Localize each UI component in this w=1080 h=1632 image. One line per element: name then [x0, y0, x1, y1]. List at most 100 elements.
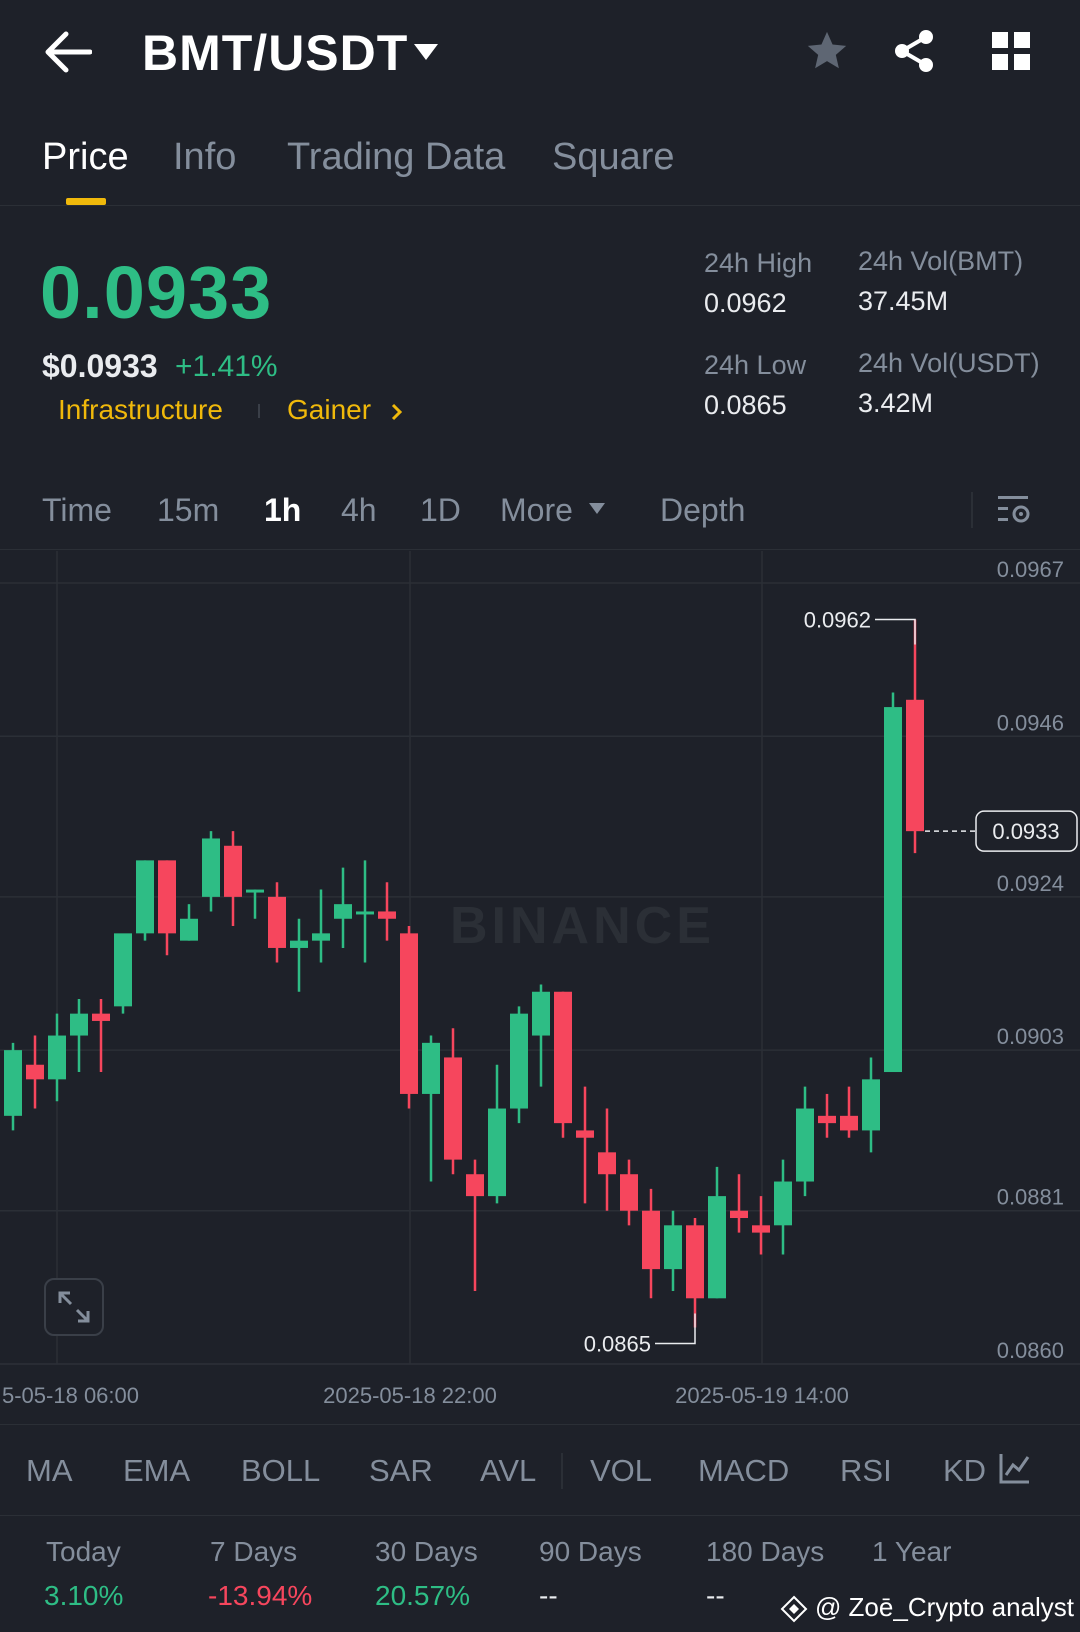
ind-ema[interactable]: EMA: [123, 1453, 191, 1488]
candle: [4, 1042, 22, 1131]
candle: [48, 1013, 66, 1102]
candle: [774, 1159, 792, 1255]
tf-4h[interactable]: 4h: [341, 492, 377, 528]
candle: [488, 1064, 506, 1204]
candlestick-chart[interactable]: BINANCE 0.09670.09460.09240.09030.08810.…: [0, 551, 1080, 1423]
current-price-label: 0.0933: [992, 819, 1059, 844]
y-tick-label: 0.0946: [997, 710, 1064, 735]
candle-body: [620, 1174, 638, 1211]
price-markers: 0.0962 0.0865 0.0933: [584, 607, 1078, 1357]
grid-icon[interactable]: [990, 30, 1032, 72]
candle: [268, 882, 286, 963]
candle: [378, 882, 396, 941]
perf-30d-value: 20.57%: [375, 1580, 470, 1611]
perf-180d-label: 180 Days: [706, 1536, 825, 1567]
tag-divider: [258, 404, 260, 418]
candle: [26, 1035, 44, 1109]
ind-kd[interactable]: KD: [943, 1453, 987, 1488]
tag-gainer[interactable]: Gainer: [287, 394, 372, 425]
perf-1y-label: 1 Year: [872, 1536, 952, 1567]
perf-7d-value: -13.94%: [208, 1580, 313, 1611]
indicator-bar: MA EMA BOLL SAR AVL VOL MACD RSI KD: [0, 1424, 1080, 1516]
candle-body: [400, 933, 418, 1094]
vol-quote-value: 3.42M: [858, 388, 934, 418]
chevron-right-icon[interactable]: [390, 402, 404, 422]
candle: [202, 831, 220, 912]
candle: [532, 984, 550, 1087]
ind-avl[interactable]: AVL: [480, 1453, 537, 1488]
star-icon[interactable]: [804, 28, 850, 74]
high-label: 24h High: [704, 248, 813, 278]
candle: [664, 1210, 682, 1292]
more-caret-icon[interactable]: [588, 502, 606, 516]
candle-body: [884, 707, 902, 1073]
tf-depth[interactable]: Depth: [660, 492, 746, 528]
candle-body: [444, 1057, 462, 1160]
candle: [598, 1108, 616, 1211]
candle: [92, 999, 110, 1073]
candle: [620, 1159, 638, 1226]
perf-30d-label: 30 Days: [375, 1536, 478, 1567]
author-watermark: @ Zoē_Crypto analyst: [780, 1592, 1074, 1623]
tf-1d[interactable]: 1D: [420, 492, 461, 528]
tf-more[interactable]: More: [500, 492, 573, 528]
candle: [356, 860, 374, 963]
tf-1h[interactable]: 1h: [264, 492, 302, 528]
candle: [884, 692, 902, 1073]
back-arrow-icon[interactable]: [44, 30, 92, 74]
tag-infrastructure[interactable]: Infrastructure: [58, 394, 223, 425]
candle-body: [180, 918, 198, 941]
tab-info[interactable]: Info: [173, 136, 237, 178]
y-tick-label: 0.0903: [997, 1024, 1064, 1049]
y-tick-label: 0.0924: [997, 871, 1064, 896]
candle: [180, 904, 198, 941]
high-marker-label: 0.0962: [804, 607, 871, 632]
expand-icon: [58, 1291, 90, 1323]
candle-body: [334, 904, 352, 919]
ind-macd[interactable]: MACD: [698, 1453, 790, 1488]
candle-body: [114, 933, 132, 1007]
candle: [246, 889, 264, 919]
tab-price[interactable]: Price: [42, 136, 129, 178]
candle-body: [378, 911, 396, 919]
pair-title[interactable]: BMT/USDT: [142, 25, 409, 81]
candle: [312, 889, 330, 963]
candle-body: [818, 1115, 836, 1124]
vol-base-value: 37.45M: [858, 286, 949, 316]
candle-body: [510, 1013, 528, 1109]
perf-90d-label: 90 Days: [539, 1536, 642, 1567]
ind-divider: [561, 1453, 563, 1489]
ind-ma[interactable]: MA: [26, 1453, 73, 1488]
tf-15m[interactable]: 15m: [157, 492, 220, 528]
chevron-down-icon[interactable]: [412, 42, 440, 62]
ind-boll[interactable]: BOLL: [241, 1453, 321, 1488]
candle: [708, 1166, 726, 1299]
tf-time[interactable]: Time: [42, 492, 112, 528]
candle-body: [576, 1130, 594, 1138]
share-icon[interactable]: [892, 28, 938, 74]
expand-chart-button[interactable]: [44, 1278, 104, 1336]
candle: [422, 1035, 440, 1182]
tab-square[interactable]: Square: [552, 136, 675, 178]
candle-body: [708, 1196, 726, 1299]
indicator-settings-icon[interactable]: [998, 1451, 1032, 1485]
candle-body: [664, 1225, 682, 1270]
top-bar: BMT/USDT: [0, 0, 1080, 105]
low-marker-line: [655, 1313, 696, 1345]
candle-body: [598, 1152, 616, 1175]
candle: [466, 1159, 484, 1292]
candle-body: [356, 911, 374, 915]
candle: [840, 1086, 858, 1138]
candle: [400, 926, 418, 1109]
x-axis: 5-05-18 06:00 2025-05-18 22:00 2025-05-19 …: [2, 1383, 849, 1408]
ind-sar[interactable]: SAR: [369, 1453, 433, 1488]
candle: [158, 860, 176, 956]
candle-body: [158, 860, 176, 934]
ind-rsi[interactable]: RSI: [840, 1453, 892, 1488]
high-value: 0.0962: [704, 288, 787, 318]
candle: [290, 918, 308, 992]
ind-vol[interactable]: VOL: [590, 1453, 653, 1488]
chart-settings-icon[interactable]: [996, 492, 1032, 528]
candle-body: [246, 889, 264, 893]
tab-trading-data[interactable]: Trading Data: [287, 136, 506, 178]
